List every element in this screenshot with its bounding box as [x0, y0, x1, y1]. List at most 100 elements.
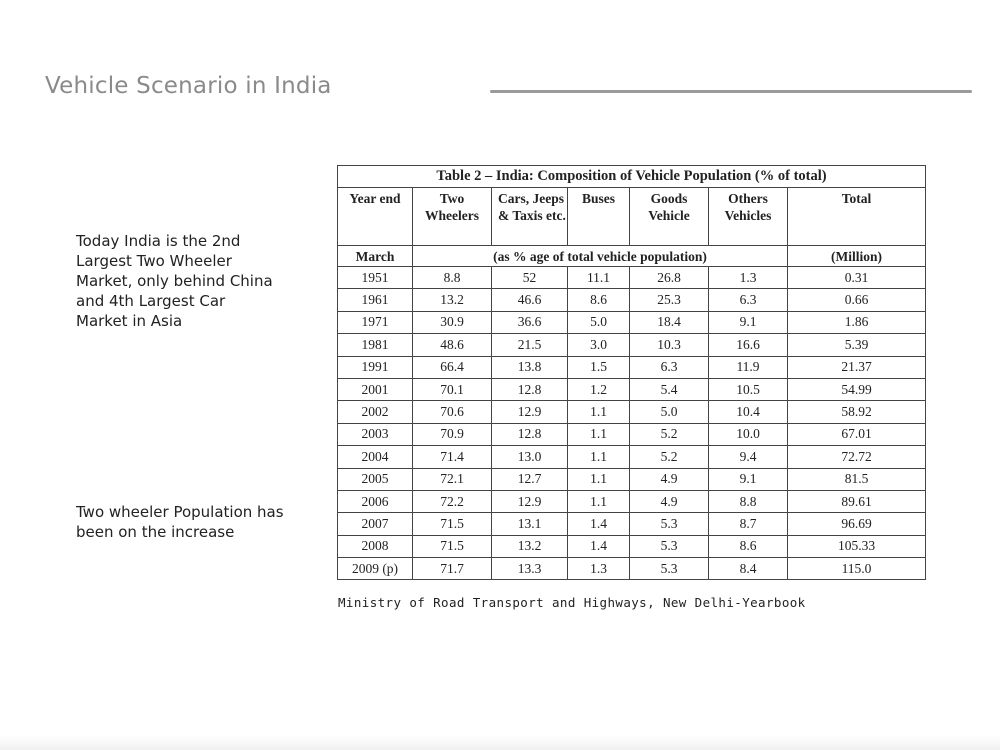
table-cell: 10.4: [708, 400, 788, 424]
table-cell: 2003: [337, 422, 413, 447]
table-cell: 9.4: [708, 445, 788, 469]
column-header: Total: [787, 187, 926, 246]
table-cell: 70.9: [412, 422, 492, 447]
table-cell: 13.1: [491, 512, 568, 536]
table-cell: 71.5: [412, 534, 492, 559]
table-row: 2009 (p) 71.7 13.3 1.3 5.3 8.4 115.0: [337, 557, 926, 581]
table-cell: 8.8: [412, 265, 492, 290]
table-cell: 11.1: [567, 265, 630, 290]
table-cell: 2004: [337, 445, 413, 469]
table-cell: 81.5: [787, 467, 926, 491]
table-cell: 4.9: [629, 467, 709, 491]
table-cell: 72.2: [412, 489, 492, 514]
table-cell: 89.61: [787, 489, 926, 514]
table-row: 2007 71.5 13.1 1.4 5.3 8.7 96.69: [337, 512, 926, 536]
table-cell: 26.8: [629, 265, 709, 290]
table-cell: 5.0: [567, 310, 630, 335]
table-cell: 2008: [337, 534, 413, 559]
source-citation: Ministry of Road Transport and Highways,…: [338, 595, 806, 610]
table-cell: 13.2: [491, 534, 568, 559]
table-cell: 70.1: [412, 377, 492, 402]
table-cell: 18.4: [629, 310, 709, 335]
table-cell: 0.66: [787, 288, 926, 312]
column-header: Cars, Jeeps & Taxis etc.: [491, 187, 568, 246]
table-cell: 1991: [337, 355, 413, 379]
table-cell: 96.69: [787, 512, 926, 536]
column-header: Buses: [567, 187, 630, 246]
table-cell: 4.9: [629, 489, 709, 514]
title-divider: [490, 90, 972, 93]
table-cell: 3.0: [567, 333, 630, 357]
column-header: Goods Vehicle: [629, 187, 709, 246]
table-cell: 52: [491, 265, 568, 290]
table-cell: 13.8: [491, 355, 568, 379]
table-cell: 2007: [337, 512, 413, 536]
table-row: 2006 72.2 12.9 1.1 4.9 8.8 89.61: [337, 489, 926, 514]
table-cell: 5.4: [629, 377, 709, 402]
table-cell: 1.4: [567, 534, 630, 559]
column-header: Year end: [337, 187, 413, 246]
table-cell: 8.6: [708, 534, 788, 559]
table-cell: 12.8: [491, 422, 568, 447]
table-cell: 2005: [337, 467, 413, 491]
table-cell: 1981: [337, 333, 413, 357]
table-cell: 0.31: [787, 265, 926, 290]
table-cell: 2001: [337, 377, 413, 402]
table-cell: 5.39: [787, 333, 926, 357]
table-row: 2008 71.5 13.2 1.4 5.3 8.6 105.33: [337, 534, 926, 559]
table-row: 2004 71.4 13.0 1.1 5.2 9.4 72.72: [337, 445, 926, 469]
slide-title: Vehicle Scenario in India: [45, 73, 332, 99]
table-cell: 12.8: [491, 377, 568, 402]
table-cell: 13.3: [491, 557, 568, 581]
table-cell: 2006: [337, 489, 413, 514]
table-cell: 1.4: [567, 512, 630, 536]
table-cell: 5.3: [629, 534, 709, 559]
note-market-rank: Today India is the 2nd Largest Two Wheel…: [76, 232, 273, 330]
table-cell: 13.0: [491, 445, 568, 469]
table-row: 2003 70.9 12.8 1.1 5.2 10.0 67.01: [337, 422, 926, 447]
table-cell: 66.4: [412, 355, 492, 379]
table-cell: 1.86: [787, 310, 926, 335]
table-cell: 11.9: [708, 355, 788, 379]
table-cell: 21.5: [491, 333, 568, 357]
table-cell: 13.2: [412, 288, 492, 312]
table-cell: 67.01: [787, 422, 926, 447]
table-cell: 9.1: [708, 310, 788, 335]
subheader-million: (Million): [787, 245, 926, 267]
table-cell: 1961: [337, 288, 413, 312]
table-cell: 1.5: [567, 355, 630, 379]
table-cell: 21.37: [787, 355, 926, 379]
table-cell: 71.7: [412, 557, 492, 581]
table-row: 1991 66.4 13.8 1.5 6.3 11.9 21.37: [337, 355, 926, 379]
table-cell: 115.0: [787, 557, 926, 581]
table-cell: 48.6: [412, 333, 492, 357]
table-cell: 30.9: [412, 310, 492, 335]
table-cell: 1971: [337, 310, 413, 335]
table-cell: 36.6: [491, 310, 568, 335]
table-cell: 10.3: [629, 333, 709, 357]
note-two-wheeler-growth: Two wheeler Population has been on the i…: [76, 503, 284, 541]
table-cell: 58.92: [787, 400, 926, 424]
table-cell: 1.2: [567, 377, 630, 402]
table-cell: 1.3: [567, 557, 630, 581]
table-cell: 54.99: [787, 377, 926, 402]
table-cell: 1.3: [708, 265, 788, 290]
table-cell: 5.3: [629, 512, 709, 536]
table-cell: 105.33: [787, 534, 926, 559]
table-cell: 16.6: [708, 333, 788, 357]
table-cell: 5.0: [629, 400, 709, 424]
table-cell: 6.3: [708, 288, 788, 312]
table-cell: 5.3: [629, 557, 709, 581]
table-cell: 8.4: [708, 557, 788, 581]
table-row: 1981 48.6 21.5 3.0 10.3 16.6 5.39: [337, 333, 926, 357]
table-cell: 8.8: [708, 489, 788, 514]
table-row: 1971 30.9 36.6 5.0 18.4 9.1 1.86: [337, 310, 926, 335]
table-cell: 1.1: [567, 422, 630, 447]
table-cell: 8.7: [708, 512, 788, 536]
table-cell: 10.5: [708, 377, 788, 402]
table-row: 2005 72.1 12.7 1.1 4.9 9.1 81.5: [337, 467, 926, 491]
column-header: Two Wheelers: [412, 187, 492, 246]
table-row: 1951 8.8 52 11.1 26.8 1.3 0.31: [337, 265, 926, 290]
table-cell: 1.1: [567, 489, 630, 514]
table-cell: 9.1: [708, 467, 788, 491]
